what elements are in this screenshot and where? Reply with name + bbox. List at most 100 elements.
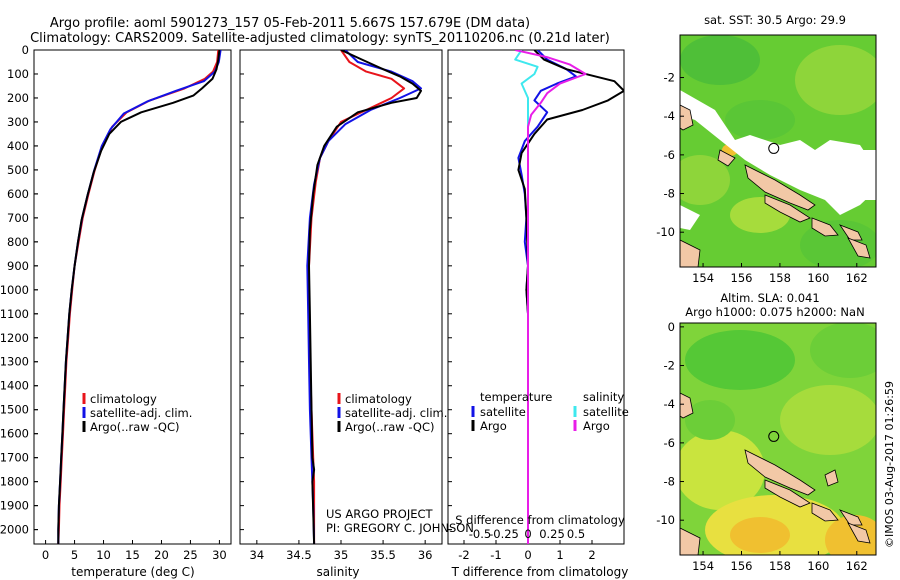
x-tick-label: 30 xyxy=(212,548,227,562)
depth-tick-label: 1200 xyxy=(0,331,29,345)
series-line-s-argo xyxy=(514,50,587,544)
depth-tick-label: 1300 xyxy=(0,355,29,369)
title-line-2: Climatology: CARS2009. Satellite-adjuste… xyxy=(30,31,610,46)
map-x-tick-label: 158 xyxy=(769,271,791,285)
difference-axes-frame xyxy=(447,49,625,545)
map-y-tick-label: -10 xyxy=(656,225,675,239)
series-line-satellite-adj-clim xyxy=(306,50,422,544)
map-y-tick-label: 0 xyxy=(668,320,675,334)
sla-field xyxy=(680,323,876,555)
depth-tick-label: 600 xyxy=(7,187,29,201)
s-tick-label: 0 xyxy=(524,527,531,541)
temperature-panel: 0100200300400500600700800900100011001200… xyxy=(0,43,232,579)
depth-tick-label: 1400 xyxy=(0,379,29,393)
map-y-tick-label: -2 xyxy=(664,71,675,85)
series-line-climatology xyxy=(57,50,220,544)
map-x-tick-label: 160 xyxy=(807,559,829,573)
map-x-tick-label: 158 xyxy=(769,559,791,573)
x-tick-label: 36 xyxy=(418,548,433,562)
sla-map-title-1: Altim. SLA: 0.041 xyxy=(720,291,819,305)
s-difference-xlabel: S difference from climatology xyxy=(455,513,625,527)
depth-tick-label: 2000 xyxy=(0,523,29,537)
map-x-tick-label: 154 xyxy=(692,271,714,285)
x-tick-label: 2 xyxy=(588,548,595,562)
salinity-xlabel: salinity xyxy=(316,565,359,579)
depth-tick-label: 1700 xyxy=(0,451,29,465)
depth-tick-label: 900 xyxy=(7,259,29,273)
sla-map-title-2: Argo h1000: 0.075 h2000: NaN xyxy=(685,305,864,319)
x-tick-label: -2 xyxy=(458,548,469,562)
salinity-panel: 34 34.5 35 35.5 36 salinity climatology sate… xyxy=(239,49,474,579)
sst-field xyxy=(680,35,876,267)
sst-map: sat. SST: 30.5 Argo: 29.9 154 156 158 160 16… xyxy=(656,13,877,285)
temperature-x-axis: 0 5 10 15 20 25 30 xyxy=(34,49,227,562)
series-line-argo-raw-qc xyxy=(57,50,221,544)
series-line-climatology xyxy=(308,50,406,544)
s-tick-label: -0.25 xyxy=(489,527,519,541)
legend-label-s-satellite: satellite xyxy=(583,405,629,419)
x-tick-label: 20 xyxy=(154,548,169,562)
legend-label-satellite: satellite-adj. clim. xyxy=(90,406,192,420)
map-x-tick-label: 156 xyxy=(731,271,753,285)
map-y-tick-label: -4 xyxy=(664,397,675,411)
depth-tick-label: 800 xyxy=(7,235,29,249)
series-line-satellite-adj-clim xyxy=(57,50,222,544)
series-line-argo-raw-qc xyxy=(308,50,422,544)
temperature-legend: climatology satellite-adj. clim. Argo(..… xyxy=(82,392,192,434)
map-y-tick-label: -10 xyxy=(656,513,675,527)
s-tick-label: 0.25 xyxy=(539,527,565,541)
x-tick-label: 10 xyxy=(96,548,111,562)
map-x-tick-label: 154 xyxy=(692,559,714,573)
legend-label-t-satellite: satellite xyxy=(480,405,526,419)
temperature-xlabel: temperature (deg C) xyxy=(71,565,194,579)
difference-x-axis: -2 -1 0 1 2 xyxy=(448,49,596,562)
sst-map-title: sat. SST: 30.5 Argo: 29.9 xyxy=(704,13,846,27)
sla-map-frame xyxy=(679,322,877,556)
depth-tick-label: 1000 xyxy=(0,283,29,297)
depth-tick-label: 1900 xyxy=(0,499,29,513)
title-line-1: Argo profile: aoml 5901273_157 05-Feb-20… xyxy=(50,16,530,31)
x-tick-label: 35.5 xyxy=(370,548,396,562)
float-location-circle xyxy=(768,430,780,442)
temperature-lines xyxy=(57,50,222,544)
map-x-tick-label: 160 xyxy=(807,271,829,285)
legend-label-climatology: climatology xyxy=(345,392,412,406)
map-y-tick-label: -4 xyxy=(664,109,675,123)
s-tick-label: -0.5 xyxy=(469,527,491,541)
legend-label-argo: Argo(..raw -QC) xyxy=(345,420,435,434)
legend-label-argo: Argo(..raw -QC) xyxy=(90,420,180,434)
depth-tick-label: 500 xyxy=(7,163,29,177)
depth-tick-label: 1100 xyxy=(0,307,29,321)
x-tick-label: 0 xyxy=(524,548,531,562)
sst-map-frame xyxy=(679,34,877,268)
depth-tick-label: 0 xyxy=(22,43,29,57)
s-tick-label: 0.5 xyxy=(567,527,585,541)
map-y-tick-label: -8 xyxy=(664,187,675,201)
x-tick-label: -1 xyxy=(490,548,501,562)
legend-title-salinity: salinity xyxy=(583,390,624,404)
float-position-marker xyxy=(768,430,780,442)
legend-label-climatology: climatology xyxy=(90,392,157,406)
float-location-circle xyxy=(768,142,780,154)
map-x-tick-label: 162 xyxy=(846,559,868,573)
map-y-tick-label: -2 xyxy=(664,359,675,373)
timestamp-stamp: ©IMOS 03-Aug-2017 01:26:59 xyxy=(883,381,896,548)
legend-label-t-argo: Argo xyxy=(480,419,507,433)
temperature-axes-frame xyxy=(33,49,232,545)
legend-title-temperature: temperature xyxy=(480,390,552,404)
depth-tick-label: 1600 xyxy=(0,427,29,441)
salinity-legend: climatology satellite-adj. clim. Argo(..… xyxy=(337,392,447,434)
x-tick-label: 0 xyxy=(42,548,49,562)
depth-axis: 0 100 200 300 400 500 600 700 800 900 1000 1100 1200… xyxy=(0,43,38,537)
depth-tick-label: 400 xyxy=(7,139,29,153)
depth-tick-label: 1500 xyxy=(0,403,29,417)
t-difference-xlabel: T difference from climatology xyxy=(451,565,629,579)
map-y-tick-label: -6 xyxy=(664,436,675,450)
sst-map-axes: 154 156 158 160 162 -10 -8 -6 -4 -2 xyxy=(656,71,868,285)
float-position-marker xyxy=(768,142,780,154)
sla-map-axes: 154 156 158 160 162 -10 -8 -6 -4 -2 0 xyxy=(656,320,868,573)
legend-label-satellite: satellite-adj. clim. xyxy=(345,406,447,420)
pi-credit: PI: GREGORY C. JOHNSON xyxy=(326,521,474,535)
map-y-tick-label: -8 xyxy=(664,475,675,489)
x-tick-label: 34 xyxy=(250,548,265,562)
